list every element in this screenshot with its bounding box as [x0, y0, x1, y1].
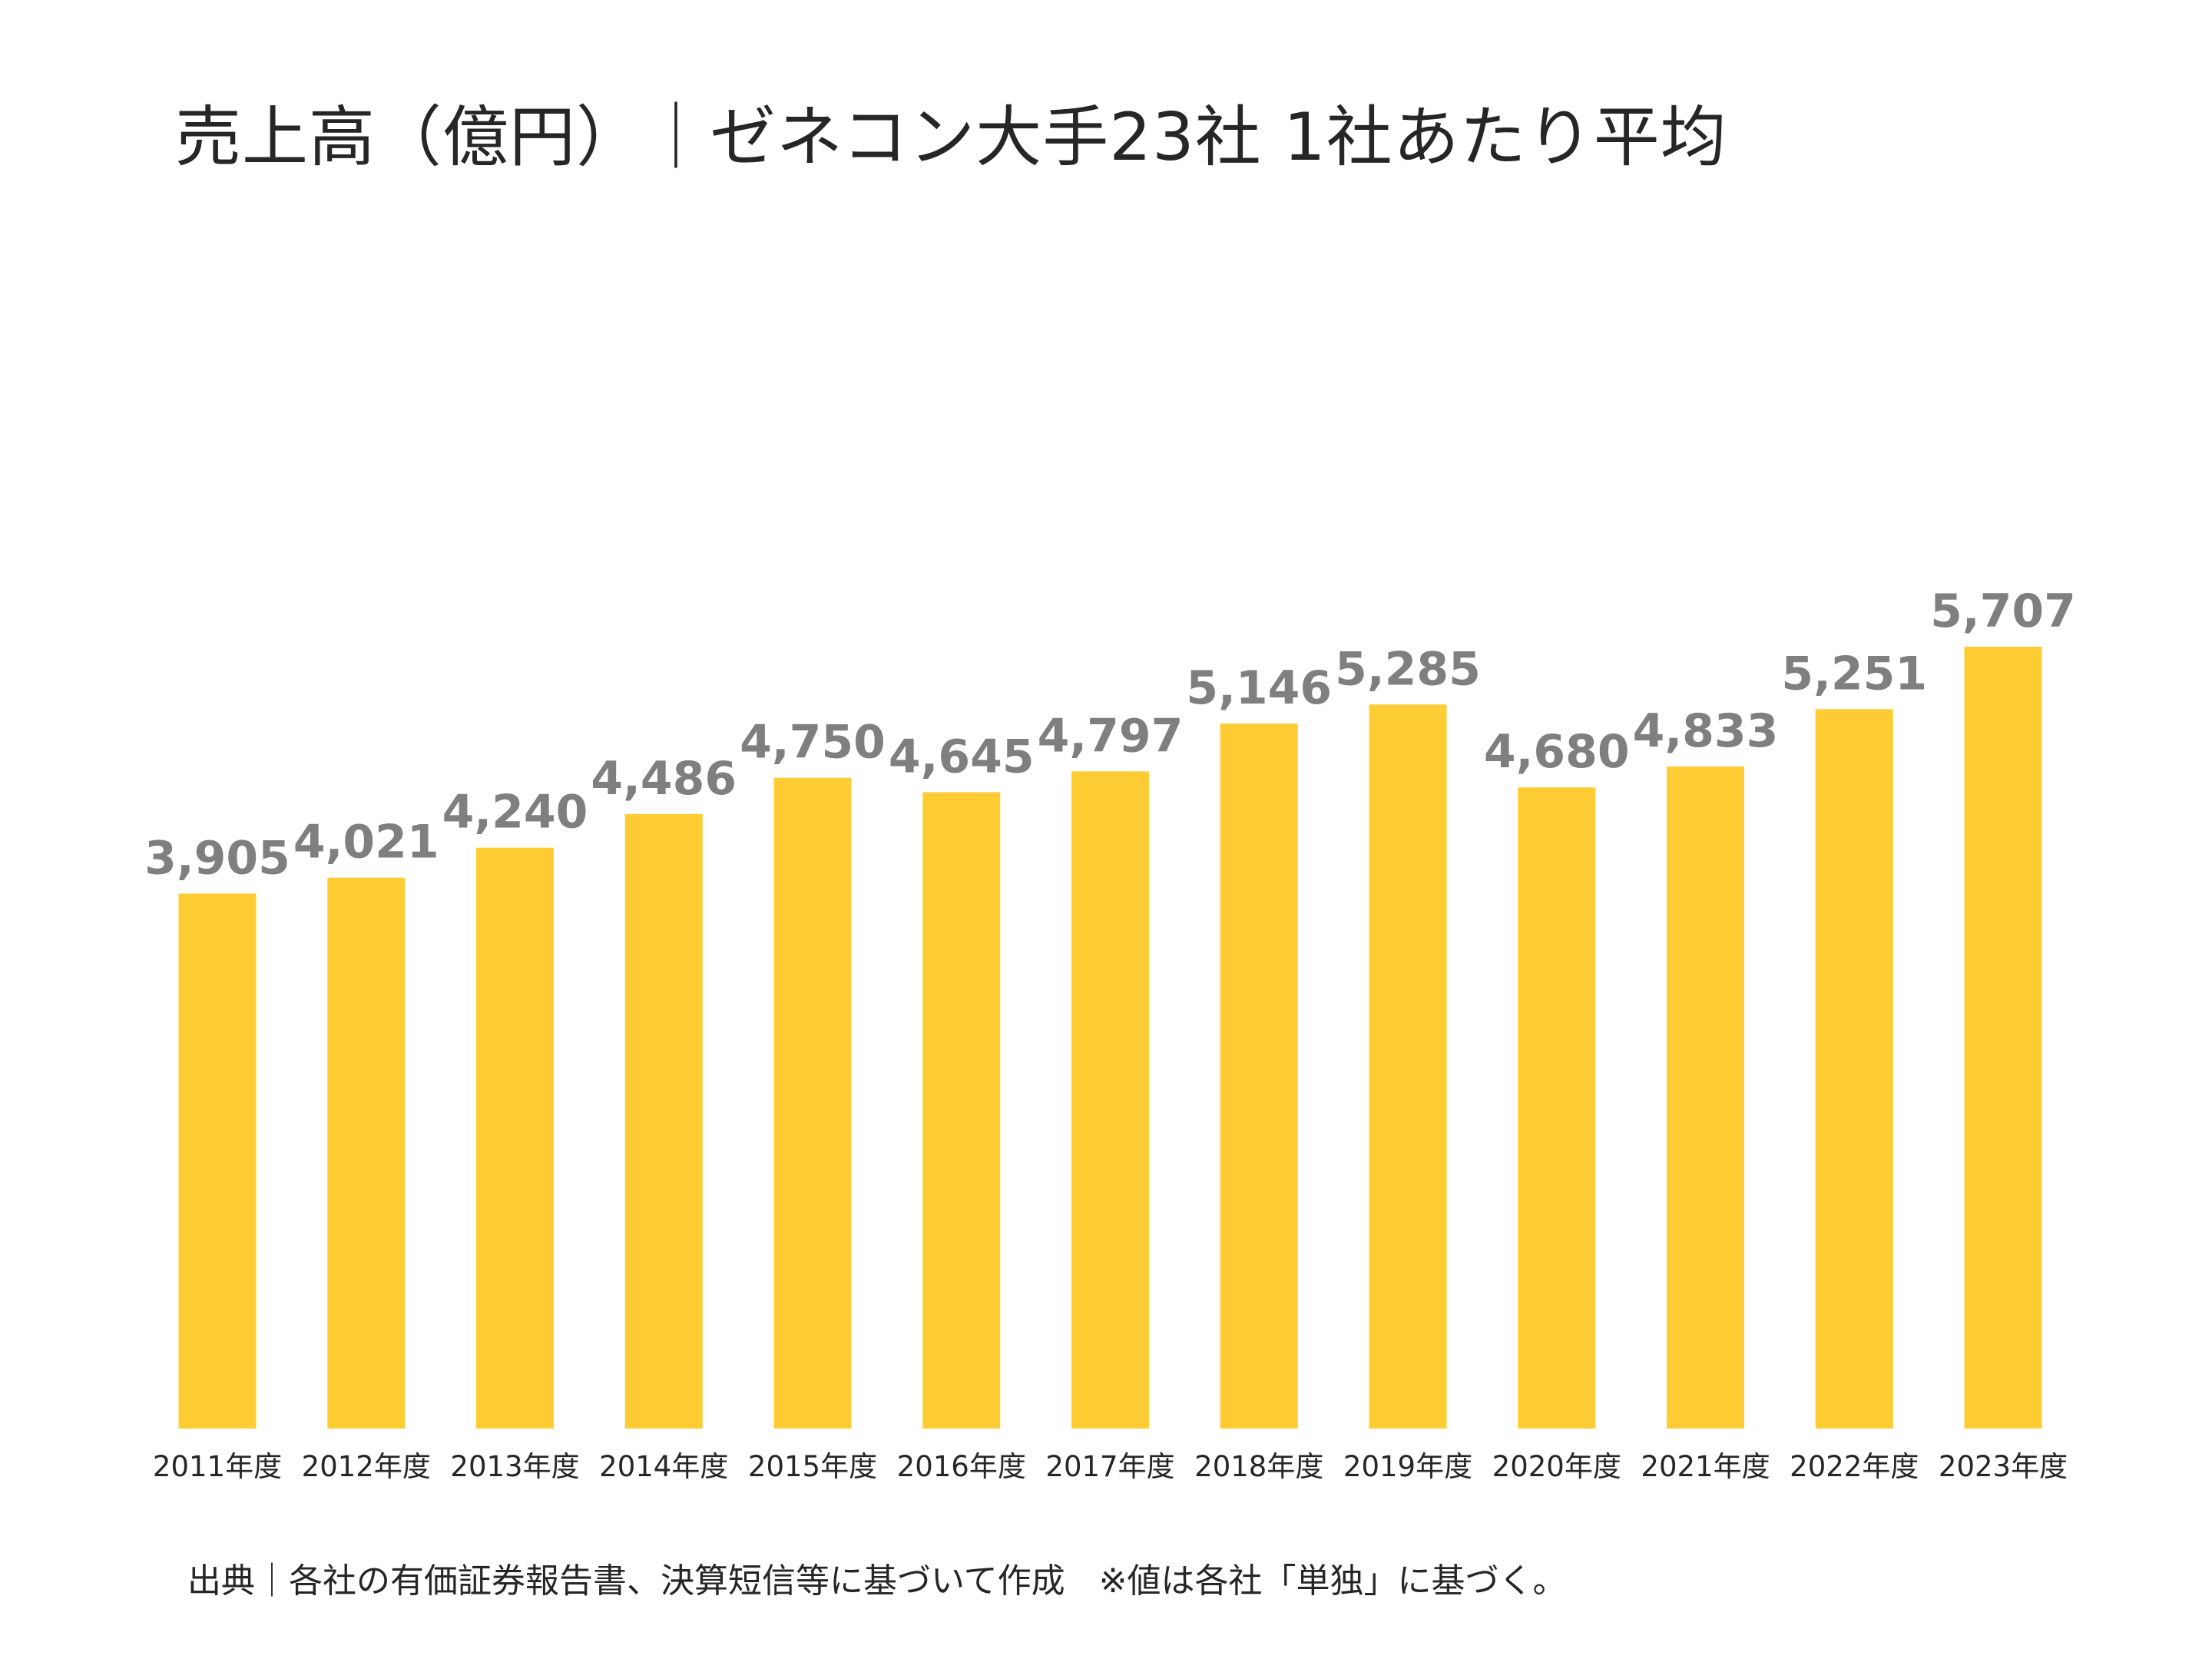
data-label-2020年度: 4,680	[1484, 725, 1630, 779]
data-label-2017年度: 4,797	[1038, 709, 1184, 763]
bar-2023年度	[1964, 647, 2042, 1429]
chart-title: 売上高（億円）｜ゼネコン大手23社 1社あたり平均	[175, 99, 1727, 176]
x-tick-label-2020年度: 2020年度	[1492, 1450, 1621, 1483]
x-tick-label-2021年度: 2021年度	[1641, 1450, 1770, 1483]
x-tick-label-2016年度: 2016年度	[897, 1450, 1026, 1483]
data-label-2019年度: 5,285	[1335, 642, 1481, 696]
x-tick-label-2019年度: 2019年度	[1343, 1450, 1472, 1483]
bar-2012年度	[327, 877, 406, 1429]
bar-2019年度	[1369, 704, 1447, 1429]
bar-2022年度	[1815, 709, 1893, 1429]
x-tick-label-2014年度: 2014年度	[599, 1450, 728, 1483]
source-note: 出典｜各社の有価証券報告書、決算短信等に基づいて作成 ※値は各社「単独」に基づく…	[187, 1561, 1567, 1601]
data-label-2023年度: 5,707	[1930, 584, 2076, 638]
data-label-2016年度: 4,645	[889, 730, 1035, 783]
data-label-2022年度: 5,251	[1781, 647, 1927, 700]
data-label-2018年度: 5,146	[1186, 661, 1332, 715]
data-label-2014年度: 4,486	[591, 752, 737, 806]
x-tick-label-2011年度: 2011年度	[153, 1450, 282, 1483]
bar-2020年度	[1518, 787, 1596, 1429]
bar-2016年度	[922, 792, 1001, 1429]
bar-2011年度	[178, 893, 257, 1429]
data-label-2021年度: 4,833	[1633, 704, 1779, 758]
bar-2015年度	[773, 777, 852, 1429]
bar-2018年度	[1220, 724, 1298, 1429]
data-label-2011年度: 3,905	[144, 831, 290, 885]
bar-2017年度	[1071, 771, 1149, 1429]
x-tick-label-2017年度: 2017年度	[1045, 1450, 1174, 1483]
x-tick-label-2012年度: 2012年度	[302, 1450, 431, 1483]
bar-2013年度	[476, 847, 554, 1429]
x-tick-label-2023年度: 2023年度	[1939, 1450, 2068, 1483]
x-tick-label-2013年度: 2013年度	[450, 1450, 579, 1483]
bar-2021年度	[1667, 766, 1744, 1429]
x-tick-label-2022年度: 2022年度	[1790, 1450, 1919, 1483]
x-tick-label-2018年度: 2018年度	[1194, 1450, 1323, 1483]
x-tick-label-2015年度: 2015年度	[748, 1450, 877, 1483]
data-label-2013年度: 4,240	[442, 786, 588, 839]
bar-2014年度	[624, 813, 703, 1429]
data-label-2015年度: 4,750	[740, 716, 886, 770]
data-label-2012年度: 4,021	[293, 816, 439, 869]
